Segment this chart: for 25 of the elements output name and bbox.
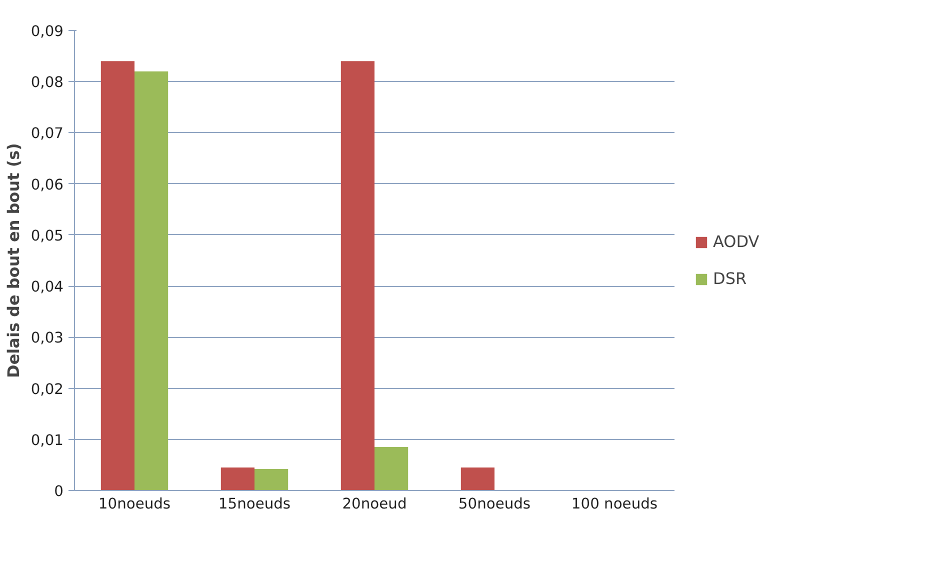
bar (340, 61, 374, 490)
y-tick-label: 0,04 (30, 278, 64, 296)
bar (374, 447, 408, 490)
x-tick-label: 50noeuds (458, 496, 531, 512)
y-tick-label: 0,08 (30, 74, 64, 92)
x-tick-label: 15noeuds (218, 496, 291, 512)
y-tick-label: 0,03 (30, 330, 64, 347)
bar (100, 61, 134, 490)
bar (460, 468, 494, 490)
x-tick-label: 10noeuds (98, 496, 171, 512)
legend-label: DSR (713, 269, 747, 288)
bar (134, 71, 168, 490)
y-axis-title: Delais de bout en bout (s) (4, 143, 23, 378)
x-tick-label: 100 noeuds (571, 496, 658, 512)
x-tick-label: 20noeud (342, 496, 407, 512)
y-tick-label: 0,01 (30, 432, 64, 449)
bar (220, 468, 254, 490)
y-tick-label: 0 (54, 483, 64, 500)
legend-label: AODV (713, 232, 760, 251)
y-tick-label: 0,06 (30, 176, 64, 194)
y-tick-label: 0,07 (30, 125, 64, 142)
bar (254, 469, 288, 490)
y-tick-label: 0,05 (30, 227, 64, 244)
y-tick-label: 0,09 (30, 23, 64, 40)
y-tick-label: 0,02 (30, 380, 64, 398)
